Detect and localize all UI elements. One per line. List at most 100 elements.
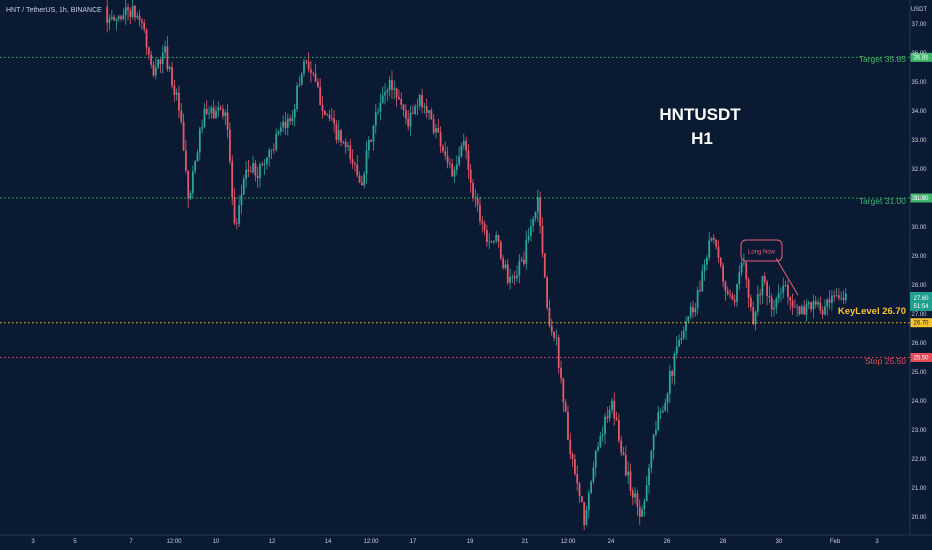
candle-body-171 xyxy=(502,258,505,269)
candle-body-154 xyxy=(462,140,465,146)
candle-body-164 xyxy=(486,230,488,243)
level-label-2: KeyLevel 26.70 xyxy=(838,306,906,317)
candle-body-27 xyxy=(168,66,171,69)
candle-body-46 xyxy=(212,107,215,119)
time-tick-4: 10 xyxy=(213,539,220,545)
candle-body-24 xyxy=(161,52,164,64)
candle-body-297 xyxy=(793,306,796,308)
price-tick-3: 23.00 xyxy=(911,428,927,434)
candle-body-100 xyxy=(337,130,340,141)
candle-body-219 xyxy=(613,400,616,419)
candle-body-129 xyxy=(404,110,407,119)
candle-body-191 xyxy=(548,307,551,326)
candle-body-187 xyxy=(539,197,542,226)
candle-body-145 xyxy=(442,146,444,152)
chart-annotation-title: HNTUSDT xyxy=(659,105,741,124)
time-tick-16: Feb xyxy=(830,539,841,545)
candle-body-77 xyxy=(284,121,287,128)
candle-body-244 xyxy=(671,371,674,376)
candle-body-208 xyxy=(587,493,590,510)
candle-body-283 xyxy=(761,275,764,296)
candle-body-6 xyxy=(120,16,122,19)
candle-body-165 xyxy=(488,241,491,243)
candle-body-1 xyxy=(108,18,111,23)
candle-body-275 xyxy=(743,262,745,264)
candle-body-264 xyxy=(717,246,720,258)
time-tick-15: 30 xyxy=(776,539,783,545)
candle-body-64 xyxy=(254,163,257,176)
candle-body-294 xyxy=(787,285,789,297)
time-tick-3: 12:00 xyxy=(166,539,182,545)
candle-body-102 xyxy=(342,141,345,143)
price-tick-11: 31.00 xyxy=(911,196,927,202)
candle-body-48 xyxy=(217,107,220,112)
candle-body-58 xyxy=(240,194,243,205)
candle-body-235 xyxy=(650,450,653,468)
candle-body-266 xyxy=(722,265,724,282)
candle-body-225 xyxy=(627,471,630,476)
candle-body-260 xyxy=(708,240,711,258)
candle-body-185 xyxy=(534,212,537,219)
candle-body-144 xyxy=(439,132,442,147)
candle-body-29 xyxy=(173,85,176,95)
candle-body-132 xyxy=(411,112,414,114)
candle-body-221 xyxy=(617,420,620,441)
time-tick-2: 7 xyxy=(129,539,133,545)
candle-body-170 xyxy=(499,241,502,259)
candle-body-312 xyxy=(828,299,831,303)
price-tick-5: 25.00 xyxy=(911,370,927,376)
candle-body-142 xyxy=(435,128,437,133)
candle-body-98 xyxy=(333,118,335,124)
candle-body-319 xyxy=(844,293,847,301)
candle-body-180 xyxy=(523,259,525,264)
candle-body-188 xyxy=(541,225,544,254)
candle-body-309 xyxy=(821,310,824,315)
candle-body-59 xyxy=(242,178,245,195)
candle-body-248 xyxy=(680,338,683,340)
candle-body-141 xyxy=(432,118,435,133)
candle-body-111 xyxy=(363,173,366,186)
price-tick-14: 34.00 xyxy=(911,109,927,115)
candle-body-237 xyxy=(655,429,657,435)
level-tag-text-1: 31.00 xyxy=(913,196,929,202)
candle-body-159 xyxy=(474,197,477,199)
candle-body-253 xyxy=(692,306,694,313)
candle-body-68 xyxy=(263,163,266,165)
candle-body-202 xyxy=(573,459,576,475)
time-tick-13: 26 xyxy=(664,539,671,545)
candle-body-95 xyxy=(326,114,329,116)
candle-body-75 xyxy=(279,127,282,132)
candle-body-71 xyxy=(270,149,273,151)
candle-body-177 xyxy=(516,275,518,279)
candle-body-114 xyxy=(370,140,373,142)
candle-body-176 xyxy=(513,276,516,279)
time-tick-1: 5 xyxy=(73,539,77,545)
candle-body-207 xyxy=(585,509,588,525)
candle-body-22 xyxy=(157,59,160,68)
candle-body-91 xyxy=(316,81,319,88)
candle-body-184 xyxy=(532,218,535,227)
candle-body-282 xyxy=(759,294,762,296)
candle-body-18 xyxy=(147,47,150,55)
candle-body-34 xyxy=(185,150,187,171)
long-now-callout[interactable]: Long Now xyxy=(740,239,799,296)
candle-body-160 xyxy=(476,198,479,205)
time-tick-8: 17 xyxy=(410,539,417,545)
price-tick-16: 36.00 xyxy=(911,51,927,57)
candle-body-190 xyxy=(546,277,549,308)
candle-body-40 xyxy=(198,128,201,153)
time-axis[interactable]: 3 5 7 12:00 10 12 14 12:00 17 19 21 12:00 24 26 28 30 Fe… xyxy=(0,534,932,545)
price-axis[interactable]: 20.00 21.00 22.00 23.00 24.00 25.00 26.00 27.00… xyxy=(909,0,927,535)
candle-body-62 xyxy=(249,171,252,173)
candle-body-139 xyxy=(428,110,430,113)
candle-body-150 xyxy=(453,170,456,177)
candle-body-131 xyxy=(409,112,412,127)
candle-body-210 xyxy=(592,467,595,482)
candle-body-279 xyxy=(752,307,755,325)
candle-body-251 xyxy=(687,316,690,322)
candle-body-74 xyxy=(277,131,280,134)
candle-body-43 xyxy=(205,108,208,115)
candle-body-112 xyxy=(365,150,368,174)
candle-body-19 xyxy=(150,54,153,65)
